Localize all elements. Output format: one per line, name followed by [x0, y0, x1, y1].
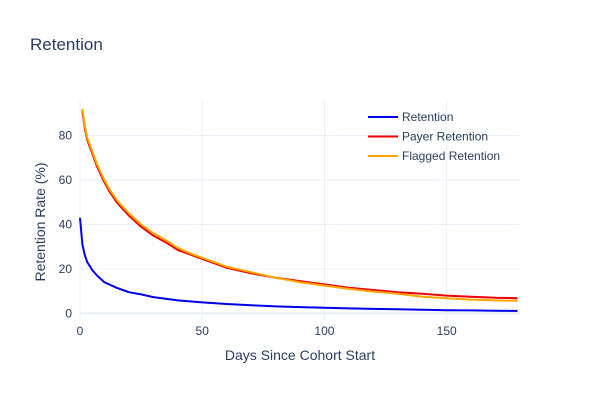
- y-tick-label: 40: [59, 217, 73, 231]
- x-tick-label: 0: [77, 324, 84, 338]
- plot-area: 0 50 100 150 0 20 40 60 80: [59, 100, 520, 338]
- x-axis-ticks: 0 50 100 150: [77, 324, 457, 338]
- x-tick-label: 100: [314, 324, 334, 338]
- y-tick-label: 60: [59, 173, 73, 187]
- legend-item[interactable]: Flagged Retention: [368, 149, 500, 163]
- x-axis-title: Days Since Cohort Start: [225, 347, 375, 363]
- series-line-0: [79, 217, 518, 312]
- legend-label: Retention: [402, 110, 453, 124]
- y-axis-title: Retention Rate (%): [32, 162, 48, 281]
- x-tick-label: 150: [437, 324, 457, 338]
- legend[interactable]: Retention Payer Retention Flagged Retentio…: [368, 110, 500, 163]
- y-tick-label: 0: [65, 306, 72, 320]
- gridlines: [79, 100, 520, 320]
- y-tick-label: 80: [59, 129, 73, 143]
- x-tick-label: 50: [196, 324, 210, 338]
- legend-item[interactable]: Payer Retention: [368, 130, 488, 144]
- series-line-2: [81, 108, 518, 302]
- chart-title: Retention: [30, 35, 103, 54]
- legend-label: Flagged Retention: [402, 149, 500, 163]
- legend-label: Payer Retention: [402, 130, 488, 144]
- series-layer: [79, 108, 518, 312]
- legend-item[interactable]: Retention: [368, 110, 453, 124]
- y-tick-label: 20: [59, 262, 73, 276]
- y-axis-ticks: 0 20 40 60 80: [59, 129, 73, 321]
